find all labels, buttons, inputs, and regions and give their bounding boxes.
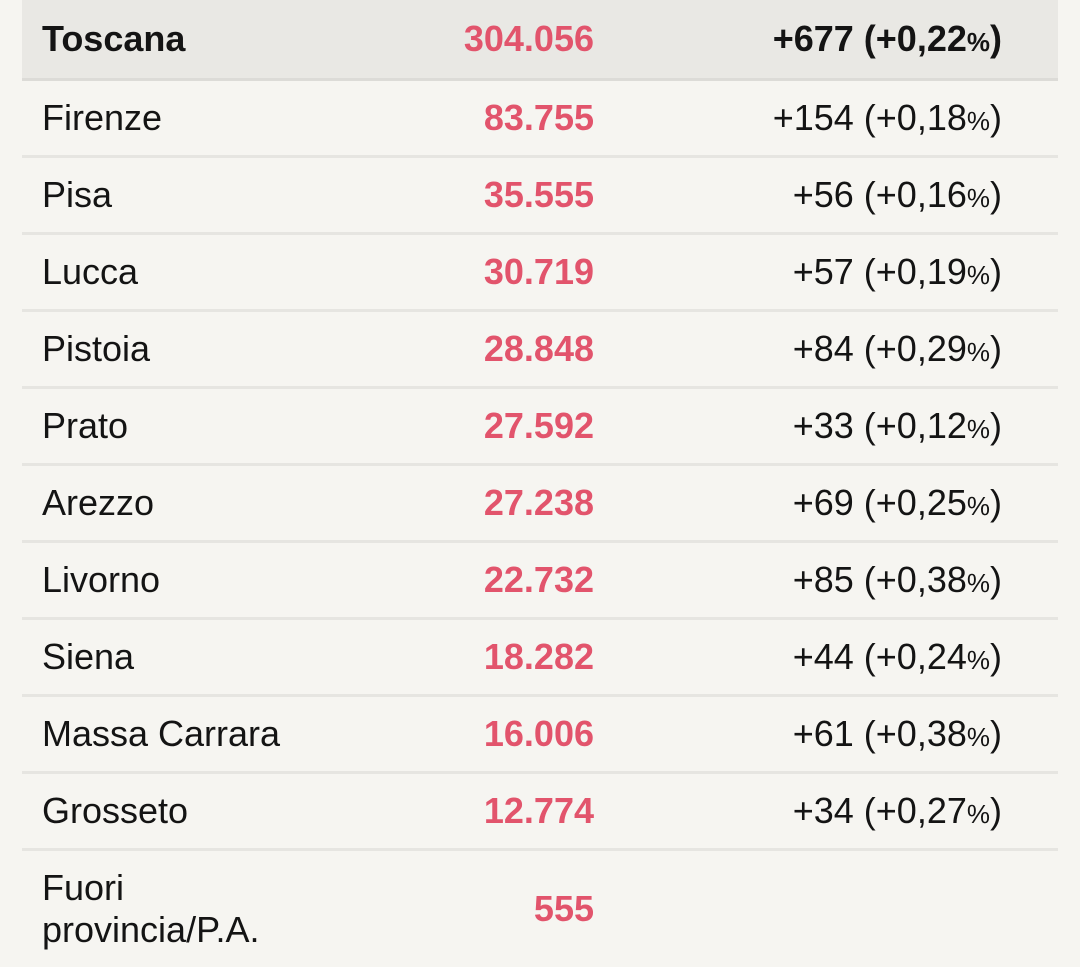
province-value: 16.006 (483, 713, 594, 754)
table-row: Prato 27.592 +33 (+0,12%) (22, 389, 1058, 466)
percent-sign: % (966, 722, 990, 752)
province-value: 555 (533, 888, 594, 929)
province-change: +57 (+0,19%) (792, 251, 1002, 292)
percent-sign: % (966, 183, 990, 213)
change-text: +56 (+0,16 (792, 174, 967, 215)
percent-sign: % (966, 799, 990, 829)
province-name: Grosseto (42, 790, 189, 831)
province-name: Siena (42, 636, 135, 677)
province-value: 12.774 (483, 790, 594, 831)
table-row: Massa Carrara 16.006 +61 (+0,38%) (22, 697, 1058, 774)
change-text: +84 (+0,29 (792, 328, 967, 369)
province-value: 83.755 (483, 97, 594, 138)
province-name: Prato (42, 405, 129, 446)
table-row: Livorno 22.732 +85 (+0,38%) (22, 543, 1058, 620)
province-change: +69 (+0,25%) (792, 482, 1002, 523)
province-change: +44 (+0,24%) (792, 636, 1002, 677)
province-value: 18.282 (483, 636, 594, 677)
table-row: Pistoia 28.848 +84 (+0,29%) (22, 312, 1058, 389)
province-name: Pisa (42, 174, 113, 215)
province-change: +33 (+0,12%) (792, 405, 1002, 446)
province-name: Massa Carrara (42, 713, 281, 754)
region-value: 304.056 (463, 18, 594, 59)
percent-sign: % (966, 414, 990, 444)
province-name: Lucca (42, 251, 139, 292)
percent-sign: % (966, 568, 990, 598)
table-row: Siena 18.282 +44 (+0,24%) (22, 620, 1058, 697)
province-value: 22.732 (483, 559, 594, 600)
total-row: Toscana 304.056 +677 (+0,22%) (22, 0, 1058, 81)
province-name: Firenze (42, 97, 163, 138)
percent-sign: % (966, 491, 990, 521)
change-text: +677 (+0,22 (772, 18, 967, 59)
percent-sign: % (966, 106, 990, 136)
province-name: Pistoia (42, 328, 151, 369)
province-change: +34 (+0,27%) (792, 790, 1002, 831)
province-change: +154 (+0,18%) (772, 97, 1002, 138)
table-row: Firenze 83.755 +154 (+0,18%) (22, 81, 1058, 158)
province-change: +56 (+0,16%) (792, 174, 1002, 215)
table-row: Pisa 35.555 +56 (+0,16%) (22, 158, 1058, 235)
change-text: +154 (+0,18 (772, 97, 967, 138)
percent-sign: % (966, 337, 990, 367)
province-change: +61 (+0,38%) (792, 713, 1002, 754)
percent-sign: % (966, 260, 990, 290)
province-value: 27.238 (483, 482, 594, 523)
province-value: 35.555 (483, 174, 594, 215)
percent-sign: % (966, 645, 990, 675)
table-row-other: Fuori provincia/P.A. 555 (22, 851, 1058, 967)
region-change: +677 (+0,22%) (772, 18, 1002, 59)
province-value: 27.592 (483, 405, 594, 446)
change-text: +33 (+0,12 (792, 405, 967, 446)
change-text: +57 (+0,19 (792, 251, 967, 292)
province-value: 30.719 (483, 251, 594, 292)
province-name: Fuori provincia/P.A. (42, 867, 260, 950)
province-cases-table: Toscana 304.056 +677 (+0,22%) Firenze 83… (22, 0, 1058, 967)
region-name: Toscana (42, 18, 186, 59)
province-name: Livorno (42, 559, 161, 600)
change-text: +69 (+0,25 (792, 482, 967, 523)
province-change: +85 (+0,38%) (792, 559, 1002, 600)
province-change: +84 (+0,29%) (792, 328, 1002, 369)
change-text: +61 (+0,38 (792, 713, 967, 754)
percent-sign: % (966, 27, 990, 57)
change-text: +44 (+0,24 (792, 636, 967, 677)
change-text: +34 (+0,27 (792, 790, 967, 831)
province-name: Arezzo (42, 482, 155, 523)
table-row: Grosseto 12.774 +34 (+0,27%) (22, 774, 1058, 851)
change-text: +85 (+0,38 (792, 559, 967, 600)
province-value: 28.848 (483, 328, 594, 369)
table-row: Arezzo 27.238 +69 (+0,25%) (22, 466, 1058, 543)
table-row: Lucca 30.719 +57 (+0,19%) (22, 235, 1058, 312)
